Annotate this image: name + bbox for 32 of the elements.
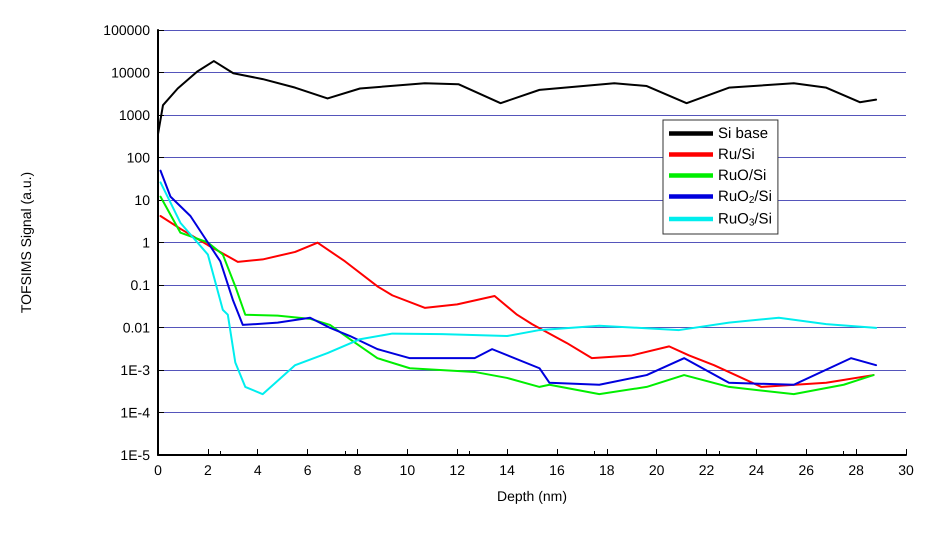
y-tick-label: 1000 xyxy=(118,107,150,123)
x-tick-label: 18 xyxy=(599,462,615,478)
x-tick-label: 20 xyxy=(648,462,665,478)
y-tick-label: 0.1 xyxy=(130,277,150,293)
legend-label: RuO/Si xyxy=(718,167,766,184)
y-tick-label: 100000 xyxy=(103,22,150,38)
x-tick-label: 30 xyxy=(898,462,914,478)
x-tick-label: 12 xyxy=(449,462,466,478)
y-tick-label: 100 xyxy=(126,150,150,166)
y-tick-label: 10 xyxy=(134,192,150,208)
x-tick-label: 16 xyxy=(549,462,565,478)
x-tick-label: 24 xyxy=(748,462,764,478)
x-tick-label: 22 xyxy=(698,462,715,478)
x-tick-label: 10 xyxy=(400,462,416,478)
x-axis-title: Depth (nm) xyxy=(496,488,568,504)
y-tick-label: 10000 xyxy=(111,64,150,80)
y-axis-title: TOFSIMS Signal (a.u.) xyxy=(18,172,34,314)
y-tick-label: 1 xyxy=(142,234,150,250)
y-tick-label: 1E-3 xyxy=(120,362,150,378)
y-tick-label: 0.01 xyxy=(122,320,150,336)
legend-label: Si base xyxy=(718,125,768,142)
legend-label: Ru/Si xyxy=(718,146,755,163)
y-tick-label: 1E-4 xyxy=(120,404,150,420)
x-tick-label: 2 xyxy=(204,462,212,478)
x-tick-label: 8 xyxy=(354,462,362,478)
x-tick-label: 6 xyxy=(304,462,312,478)
x-tick-label: 26 xyxy=(798,462,814,478)
x-tick-label: 4 xyxy=(254,462,262,478)
y-tick-label: 1E-5 xyxy=(120,447,150,463)
x-tick-label: 28 xyxy=(848,462,864,478)
x-tick-label: 0 xyxy=(154,462,162,478)
x-tick-label: 14 xyxy=(499,462,516,478)
